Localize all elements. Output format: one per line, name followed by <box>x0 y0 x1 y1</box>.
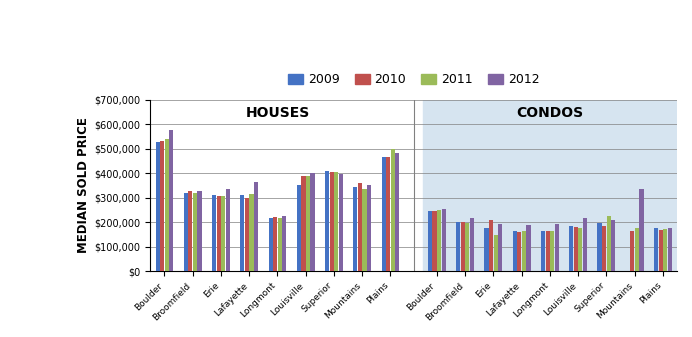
Bar <box>226 189 230 271</box>
Bar <box>527 224 531 271</box>
Bar <box>254 182 258 271</box>
Bar <box>489 220 493 271</box>
Bar <box>249 194 253 271</box>
Bar <box>381 157 385 271</box>
Text: HOUSES: HOUSES <box>245 106 309 120</box>
Bar <box>217 196 221 271</box>
Bar <box>498 224 502 271</box>
Bar <box>273 217 277 271</box>
Bar <box>437 210 441 271</box>
Bar <box>329 172 334 271</box>
Bar <box>240 195 244 271</box>
Bar <box>311 173 315 271</box>
Bar <box>432 211 437 271</box>
Bar <box>188 191 192 271</box>
Bar <box>212 195 216 271</box>
Bar <box>583 218 587 271</box>
Bar <box>165 139 169 271</box>
Bar <box>456 222 460 271</box>
Bar <box>245 197 249 271</box>
Bar <box>363 189 367 271</box>
Bar <box>513 231 517 271</box>
Bar <box>354 187 358 271</box>
Bar <box>517 232 522 271</box>
Bar <box>574 227 578 271</box>
Bar <box>334 172 338 271</box>
Bar <box>197 191 201 271</box>
Bar <box>184 193 188 271</box>
Bar <box>423 99 677 271</box>
Bar <box>268 218 273 271</box>
Bar <box>607 216 611 271</box>
Bar <box>541 231 545 271</box>
Bar <box>611 220 615 271</box>
Bar <box>282 216 286 271</box>
Bar <box>160 141 164 271</box>
Bar <box>169 130 173 271</box>
Bar <box>306 176 310 271</box>
Bar <box>338 174 343 271</box>
Bar <box>390 149 395 271</box>
Bar <box>545 231 549 271</box>
Bar <box>395 153 399 271</box>
Bar <box>484 228 489 271</box>
Bar <box>639 189 644 271</box>
Bar <box>367 185 371 271</box>
Legend: 2009, 2010, 2011, 2012: 2009, 2010, 2011, 2012 <box>283 68 545 91</box>
Bar <box>522 231 526 271</box>
Y-axis label: MEDIAN SOLD PRICE: MEDIAN SOLD PRICE <box>78 117 90 253</box>
Bar <box>193 193 197 271</box>
Bar <box>654 228 658 271</box>
Bar <box>386 157 390 271</box>
Bar <box>441 209 446 271</box>
Bar <box>570 226 574 271</box>
Bar <box>597 223 601 271</box>
Bar <box>428 211 432 271</box>
Bar <box>325 171 329 271</box>
Bar <box>579 228 583 271</box>
Bar <box>297 185 301 271</box>
Bar <box>470 218 474 271</box>
Bar <box>635 228 639 271</box>
Bar <box>493 235 498 271</box>
Text: CONDOS: CONDOS <box>516 106 583 120</box>
Bar <box>461 222 465 271</box>
Bar <box>602 226 606 271</box>
Bar <box>550 231 554 271</box>
Bar <box>358 183 362 271</box>
Bar <box>221 196 226 271</box>
Bar <box>301 176 305 271</box>
Bar <box>630 231 635 271</box>
Bar <box>277 218 282 271</box>
Bar <box>663 229 667 271</box>
Bar <box>554 224 558 271</box>
Bar <box>156 143 160 271</box>
Bar <box>465 223 469 271</box>
Bar <box>659 230 663 271</box>
Bar <box>668 228 672 271</box>
